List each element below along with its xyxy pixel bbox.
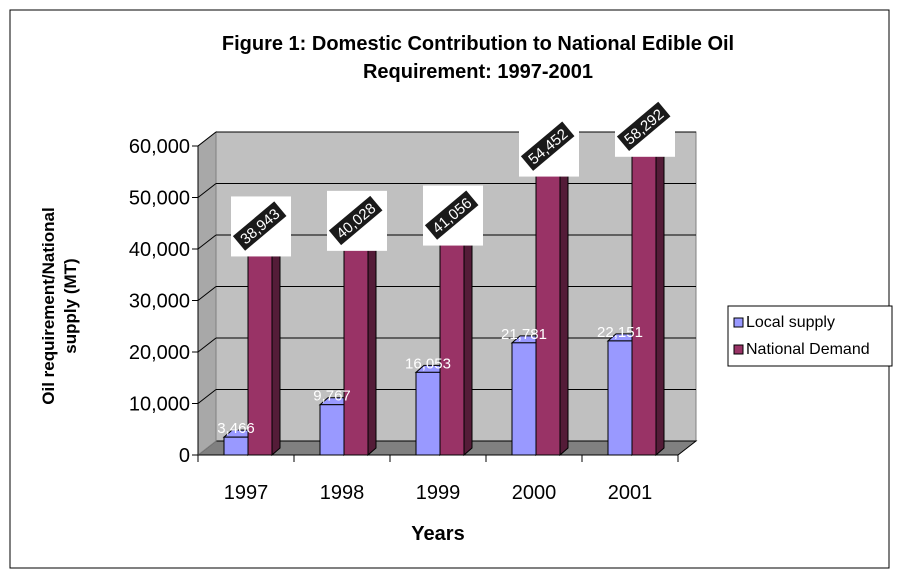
data-label-tag-bg <box>616 101 671 152</box>
x-tick-label-1999: 1999 <box>416 482 461 504</box>
gridline-depth <box>197 234 217 250</box>
y-tick-label: 0 <box>179 445 190 467</box>
bar-side-national-demand-1999 <box>463 235 473 457</box>
legend-swatch-national-demand <box>733 344 744 355</box>
data-label-tag-bg <box>424 190 479 240</box>
gridline-depth <box>197 337 217 353</box>
gridline-depth <box>197 183 217 198</box>
bar-national-demand-2000 <box>535 174 561 456</box>
gridline-depth <box>197 389 217 404</box>
bar-national-demand-1997 <box>247 253 273 456</box>
y-axis-title-line-2: supply (MT) <box>61 258 80 353</box>
bar-national-demand-2001 <box>631 154 657 456</box>
data-label-local-supply-1998: 9,767 <box>313 388 351 405</box>
bar-local-supply-1997 <box>223 436 249 456</box>
y-tick-label: 60,000 <box>129 136 190 158</box>
x-tick-label-1997: 1997 <box>224 482 269 504</box>
legend-swatch-local-supply <box>733 317 744 328</box>
plot-area: 0 10,000 20,000 30,000 40,000 50,000 60,000 3,4… <box>129 96 698 504</box>
bar-local-supply-2000 <box>511 342 537 456</box>
y-tick-label: 40,000 <box>129 239 190 261</box>
data-label-local-supply-2000: 21,781 <box>501 326 547 343</box>
gridline-depth <box>197 286 217 301</box>
bar-national-demand-1999 <box>439 243 465 456</box>
data-label-tag-bg <box>328 195 383 246</box>
bar-side-national-demand-2000 <box>559 166 569 457</box>
legend-label-national-demand: National Demand <box>746 341 870 358</box>
bar-local-supply-1999 <box>415 371 441 456</box>
data-label-local-supply-2001: 22,151 <box>597 324 643 341</box>
chart-title-line-2: Requirement: 1997-2001 <box>363 61 593 83</box>
chart-title-line-1: Figure 1: Domestic Contribution to Natio… <box>222 33 734 55</box>
x-tick-label-2000: 2000 <box>512 482 557 504</box>
y-tick-label: 30,000 <box>129 291 190 313</box>
data-label-tag-bg <box>520 121 575 171</box>
legend-box <box>727 305 893 367</box>
bar-local-supply-2001 <box>607 340 633 456</box>
bar-local-supply-1998 <box>319 404 345 456</box>
bar-national-demand-1998 <box>343 248 369 456</box>
y-axis-title-line-1: Oil requirement/National <box>39 207 58 404</box>
legend-label-local-supply: Local supply <box>746 314 835 331</box>
legend: Local supply National Demand <box>727 305 893 367</box>
y-tick-label: 10,000 <box>129 394 190 416</box>
data-label-tag-bg <box>232 201 287 251</box>
x-axis-title: Years <box>411 523 464 545</box>
data-label-local-supply-1997: 3,466 <box>217 420 255 437</box>
bar-side-national-demand-2001 <box>655 146 665 457</box>
x-tick-label-2001: 2001 <box>608 482 653 504</box>
bar-side-national-demand-1998 <box>367 240 377 457</box>
y-axis-title: Oil requirement/National supply (MT) <box>39 207 80 404</box>
bar-side-national-demand-1997 <box>271 246 281 457</box>
y-tick-label: 50,000 <box>129 188 190 210</box>
data-label-local-supply-1999: 16,053 <box>405 355 451 372</box>
y-tick-label: 20,000 <box>129 342 190 364</box>
gridline-depth <box>197 131 217 147</box>
x-tick-label-1998: 1998 <box>320 482 365 504</box>
